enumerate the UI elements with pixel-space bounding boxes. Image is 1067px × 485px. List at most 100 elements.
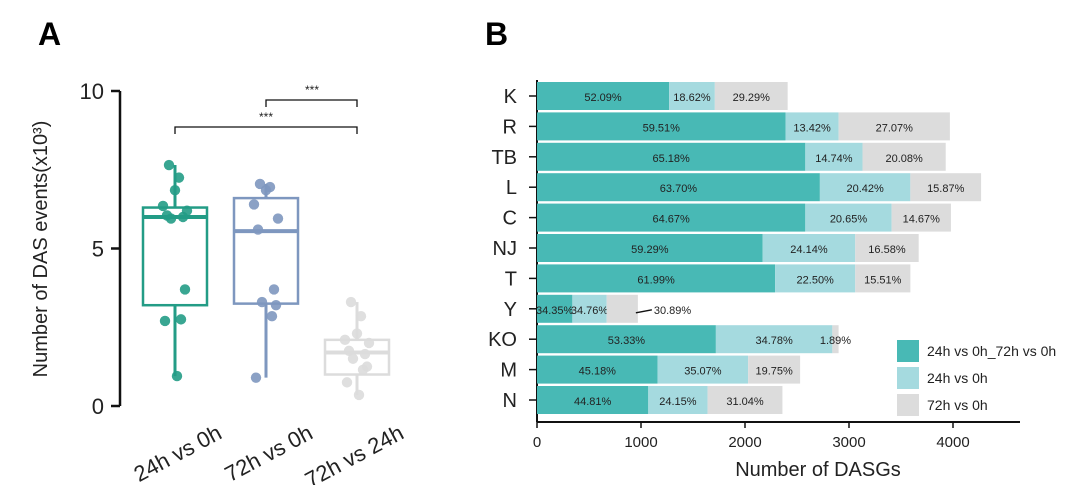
bar-segment: [537, 325, 716, 354]
bar-value-label: 64.67%: [653, 214, 691, 226]
category-label: L: [506, 177, 517, 199]
bar-segment: [832, 325, 839, 354]
bar-segment: [657, 355, 749, 384]
category-label: KO: [488, 329, 517, 351]
significance-bracket: [174, 126, 358, 134]
data-point: [266, 311, 278, 322]
category-label: NJ: [493, 238, 517, 260]
bar-segment: [537, 294, 573, 323]
bar-segment: [537, 234, 763, 262]
data-point: [272, 213, 284, 224]
data-point: [345, 296, 357, 308]
data-point: [159, 315, 171, 327]
bar-segment: [606, 294, 638, 323]
data-point: [256, 296, 268, 308]
data-point: [341, 377, 353, 388]
data-point: [248, 199, 260, 210]
data-point: [250, 372, 262, 383]
category-label: K: [504, 86, 518, 108]
box-iqr: [323, 338, 391, 376]
bar-value-label: 16.58%: [868, 244, 906, 256]
bar-segment: [785, 112, 839, 141]
legend-swatch: [897, 340, 919, 362]
bar-segment: [707, 386, 783, 414]
data-point: [165, 213, 177, 224]
bar-value-label: 19.75%: [755, 366, 793, 378]
legend-label: 24h vs 0h: [927, 370, 988, 386]
box-plot-panel: Number of DAS events(x10³) 0 5 10 24h vs 0h…: [30, 79, 408, 485]
bar-segment: [855, 264, 911, 293]
category-label: N: [503, 390, 517, 412]
x-tick-label: 1000: [624, 434, 657, 451]
bar-value-label: 1.89%: [820, 335, 851, 347]
data-point: [179, 284, 191, 295]
x-axis-title: Number of DASGs: [735, 459, 901, 481]
bar-value-label: 14.74%: [815, 153, 853, 165]
bar-segment: [648, 386, 708, 414]
bar-segment: [838, 112, 950, 141]
bar-value-label: 59.51%: [643, 122, 681, 134]
bar-value-label: 34.76%: [571, 305, 609, 317]
significance-bracket: [265, 99, 358, 107]
data-point: [355, 311, 367, 322]
bar-value-label: 63.70%: [660, 183, 698, 195]
data-point: [363, 337, 375, 349]
y-tick-label: 5: [92, 237, 104, 262]
x-tick-label: 4000: [936, 434, 969, 451]
data-point: [171, 370, 183, 382]
y-axis-title: Number of DAS events(x10³): [30, 121, 52, 378]
data-point: [343, 345, 355, 357]
category-label: Y: [504, 299, 517, 321]
data-point: [175, 314, 187, 325]
bar-segment: [537, 264, 776, 293]
bar-segment: [819, 173, 911, 202]
bar-segment: [855, 234, 919, 262]
bar-segment: [862, 142, 946, 171]
bar-value-label: 27.07%: [876, 122, 914, 134]
data-point: [351, 328, 363, 339]
bar-segment: [775, 264, 856, 293]
significance-label: ***: [305, 83, 319, 97]
legend-label: 24h vs 0h_72h vs 0h: [927, 343, 1056, 359]
box-iqr: [232, 196, 300, 305]
category-label: M: [500, 360, 517, 382]
y-tick-label: 0: [92, 394, 104, 419]
bar-segment: [715, 325, 833, 354]
bar-segment: [805, 142, 863, 171]
category-label: T: [505, 268, 517, 290]
bar-segment: [669, 82, 715, 110]
data-point: [173, 172, 185, 183]
significance-label: ***: [259, 110, 273, 124]
x-tick-label: 72h vs 0h: [221, 420, 317, 485]
bar-value-label: 29.29%: [733, 92, 771, 104]
bar-value-label: 15.51%: [864, 274, 902, 286]
bar-segment: [537, 142, 806, 171]
legend-swatch: [897, 367, 919, 389]
bar-segment: [537, 112, 786, 141]
category-label: R: [503, 116, 517, 138]
data-point: [359, 348, 371, 360]
bar-segment: [537, 386, 649, 414]
y-tick-label: 10: [80, 79, 104, 104]
bar-segment: [762, 234, 856, 262]
data-point: [169, 185, 181, 196]
data-point: [270, 300, 282, 311]
panel-a-letter: A: [38, 16, 61, 52]
bar-value-label: 61.99%: [637, 274, 675, 286]
bar-value-label: 31.04%: [726, 396, 764, 408]
bar-segment: [537, 355, 658, 384]
legend-label: 72h vs 0h: [927, 397, 988, 413]
bar-value-label: 24.14%: [790, 244, 828, 256]
bar-value-label: 20.42%: [846, 183, 884, 195]
data-point: [163, 159, 175, 171]
label-leader: [635, 309, 653, 314]
bar-value-label: 65.18%: [653, 153, 691, 165]
panel-b-letter: B: [485, 16, 508, 52]
data-point: [353, 389, 365, 401]
bar-value-label: 18.62%: [673, 92, 711, 104]
bar-segment: [537, 173, 820, 202]
bar-value-label: 20.08%: [885, 153, 923, 165]
bar-value-label: 34.78%: [755, 335, 793, 347]
data-point: [268, 284, 280, 295]
